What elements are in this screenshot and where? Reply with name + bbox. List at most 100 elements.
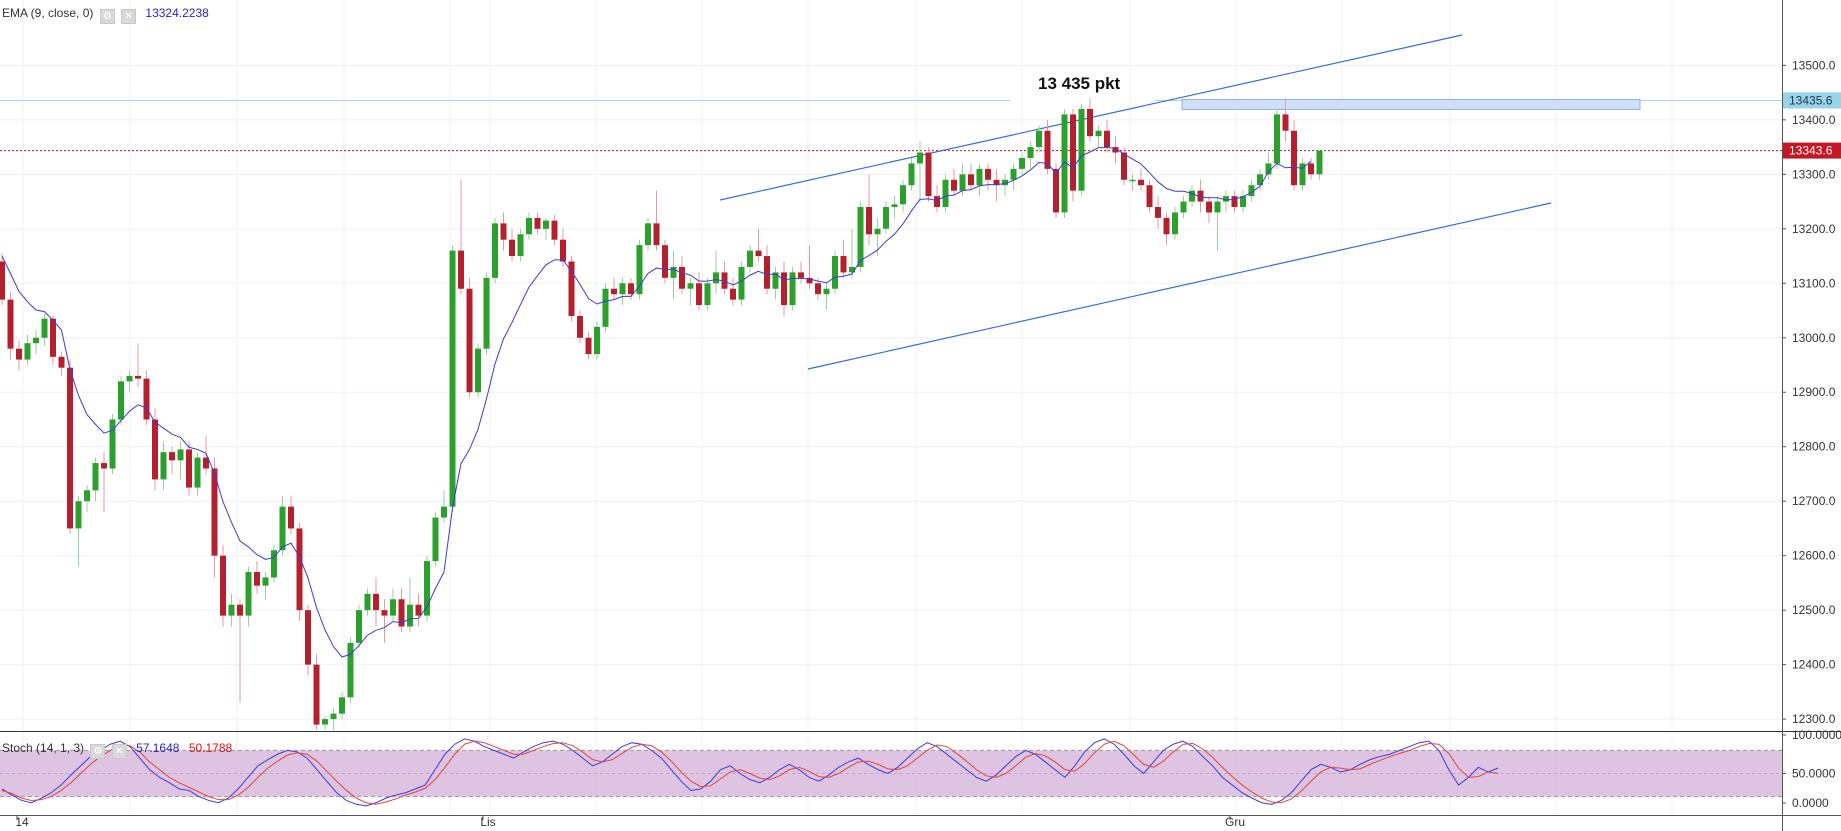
candle bbox=[1010, 168, 1017, 180]
candle bbox=[1095, 130, 1102, 137]
candle bbox=[798, 272, 804, 278]
candle bbox=[339, 697, 345, 714]
candle bbox=[424, 561, 430, 616]
candle bbox=[279, 506, 286, 551]
resistance-zone bbox=[1181, 98, 1641, 110]
candle bbox=[1308, 163, 1314, 175]
candle bbox=[75, 501, 82, 529]
candle bbox=[1155, 207, 1161, 218]
candle bbox=[560, 239, 566, 262]
ema-line bbox=[1, 147, 1312, 658]
candle bbox=[500, 223, 507, 240]
close-icon[interactable]: ✕ bbox=[111, 744, 127, 759]
candle bbox=[959, 174, 966, 191]
candle bbox=[1146, 185, 1153, 208]
candle bbox=[857, 207, 864, 267]
candle bbox=[1061, 114, 1068, 213]
candle bbox=[738, 266, 745, 300]
candle bbox=[101, 463, 107, 469]
candle bbox=[543, 220, 549, 229]
candle bbox=[1265, 163, 1272, 175]
price-axis-label: 12700.0 bbox=[1792, 494, 1836, 508]
candle bbox=[390, 599, 396, 616]
close-icon[interactable]: ✕ bbox=[121, 9, 137, 24]
candle bbox=[891, 204, 898, 208]
candle bbox=[730, 288, 736, 300]
candle bbox=[985, 168, 991, 180]
candle bbox=[288, 506, 294, 529]
candle bbox=[993, 179, 1000, 186]
candle bbox=[942, 179, 949, 208]
candle bbox=[271, 550, 277, 578]
candle bbox=[772, 272, 779, 289]
candle bbox=[1070, 114, 1076, 191]
candle bbox=[1248, 185, 1255, 197]
candle bbox=[432, 517, 439, 562]
price-axis-label: 13100.0 bbox=[1792, 276, 1836, 290]
level-badge-label: 13435.6 bbox=[1789, 93, 1833, 107]
candle bbox=[1112, 147, 1119, 153]
candle bbox=[1044, 130, 1051, 169]
candle bbox=[1036, 130, 1042, 148]
last-price-badge-label: 13343.6 bbox=[1789, 144, 1833, 158]
candle bbox=[466, 288, 473, 393]
price-axis-label: 12900.0 bbox=[1792, 385, 1836, 399]
candle bbox=[1129, 179, 1136, 182]
resistance-annotation: 13 435 pkt bbox=[1038, 74, 1121, 93]
candle bbox=[1240, 196, 1246, 208]
candle bbox=[594, 326, 600, 355]
candle bbox=[7, 299, 14, 349]
stoch-axis-label: 50.0000 bbox=[1792, 767, 1836, 781]
candle bbox=[585, 337, 592, 355]
candle bbox=[1299, 163, 1306, 186]
settings-icon[interactable]: ⚙ bbox=[90, 744, 106, 759]
candle bbox=[1257, 174, 1263, 186]
candle bbox=[636, 245, 643, 295]
price-axis-label: 13500.0 bbox=[1792, 58, 1836, 72]
stoch-k-value: 57.1648 bbox=[136, 741, 180, 755]
time-axis-label: Gru bbox=[1225, 815, 1245, 829]
candle bbox=[721, 272, 728, 289]
stoch-d-line bbox=[1, 740, 1499, 805]
candle bbox=[1316, 150, 1323, 175]
candle bbox=[704, 283, 711, 306]
candle bbox=[517, 234, 524, 257]
candle bbox=[143, 378, 150, 420]
candle bbox=[415, 604, 422, 616]
candle bbox=[968, 174, 974, 186]
candle bbox=[806, 277, 813, 284]
candle bbox=[1138, 179, 1144, 186]
time-axis-label: 14 bbox=[15, 815, 29, 829]
candle bbox=[152, 419, 158, 480]
candle bbox=[58, 356, 65, 368]
candle bbox=[925, 152, 932, 197]
candle bbox=[228, 604, 235, 616]
candle bbox=[832, 256, 838, 289]
stoch-d-value: 50.1788 bbox=[188, 741, 233, 755]
candle bbox=[1197, 190, 1204, 202]
level-price-badge: 13435.6 bbox=[1783, 92, 1841, 109]
candle bbox=[135, 375, 141, 379]
candle bbox=[305, 610, 311, 665]
candle bbox=[126, 375, 133, 382]
candle bbox=[645, 223, 651, 246]
candle bbox=[1019, 157, 1025, 169]
candle bbox=[883, 207, 889, 229]
candle bbox=[1291, 130, 1297, 186]
candle bbox=[16, 348, 22, 360]
settings-icon[interactable]: ⚙ bbox=[99, 9, 115, 24]
candle bbox=[934, 196, 940, 208]
candle bbox=[849, 266, 855, 273]
ema-legend-label: EMA (9, close, 0) bbox=[2, 6, 94, 20]
candle bbox=[118, 381, 124, 420]
candle bbox=[356, 610, 362, 643]
candle bbox=[534, 217, 541, 229]
price-axis-label: 12500.0 bbox=[1792, 603, 1836, 617]
candle bbox=[458, 250, 464, 289]
candle bbox=[976, 168, 983, 186]
candle bbox=[1223, 196, 1229, 202]
candle bbox=[373, 593, 379, 611]
candle bbox=[347, 642, 354, 698]
candle bbox=[568, 261, 575, 316]
